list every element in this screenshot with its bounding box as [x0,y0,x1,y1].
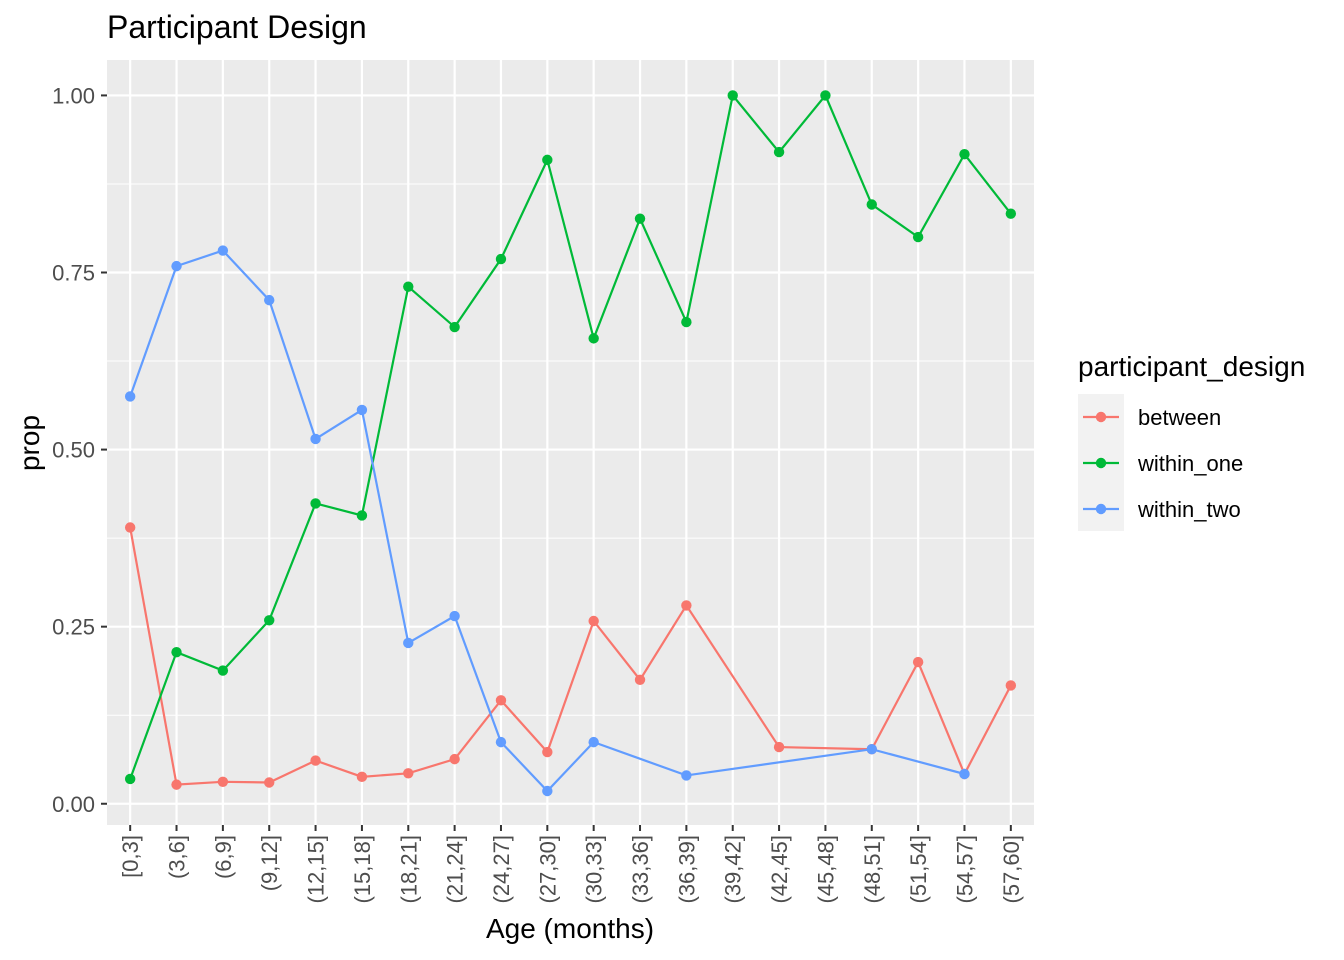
data-point-between [171,779,182,790]
data-point-within_one [588,333,599,344]
data-point-within_one [820,90,831,101]
data-point-within_one [959,149,970,160]
series-layer [124,90,1017,797]
x-tick-label: (27,30] [535,835,560,904]
x-tick-label: (18,21] [396,835,421,904]
data-point-within_one [1005,208,1017,219]
series-line-between [129,527,1012,786]
y-tick-label: 0.25 [52,615,95,640]
data-point-between [681,600,692,611]
y-tick-label: 0.00 [52,792,95,817]
data-point-within_one [495,253,507,265]
data-point-within_one [403,281,414,292]
x-tick-label: (15,18] [350,835,375,904]
data-point-between [449,753,460,765]
data-point-within_one [171,646,182,658]
x-tick-label: (3,6] [165,835,190,879]
legend-key-point [1095,457,1107,469]
series-line-within_two [129,249,965,793]
data-point-between [542,746,553,758]
data-point-within_two [588,736,599,748]
x-tick-label: (51,54] [906,835,931,904]
data-point-within_one [681,316,692,328]
x-tick-label: (57,60] [999,835,1024,904]
data-point-between [588,615,599,627]
legend-title: participant_design [1078,351,1305,382]
x-tick-label: (9,12] [257,835,282,891]
data-point-between [634,674,646,685]
chart-title: Participant Design [107,9,367,45]
legend-label: within_two [1137,497,1241,522]
x-tick-label: (36,39] [674,835,699,904]
data-point-within_one [912,231,924,243]
data-point-between [1005,680,1017,691]
data-point-within_two [264,294,275,306]
y-tick-label: 1.00 [52,83,95,108]
legend-label: within_one [1137,451,1243,476]
data-point-within_two [866,744,877,755]
data-point-within_two [217,245,229,256]
x-tick-label: (24,27] [489,835,514,904]
legend-key-point [1095,411,1107,423]
plot-panel [107,60,1034,825]
data-point-within_one [866,199,877,210]
data-point-within_two [959,768,970,780]
data-point-within_one [449,321,460,333]
data-point-within_one [356,510,368,521]
y-tick-label: 0.50 [52,438,95,463]
x-tick-label: (54,57] [952,835,977,904]
x-tick-label: [0,3] [118,835,143,878]
data-point-within_one [310,498,321,509]
data-point-within_two [171,260,182,272]
data-point-between [773,741,785,753]
data-point-within_two [542,785,553,797]
y-axis-ticks: 0.00 0.25 0.50 0.75 1.00 [52,83,107,817]
data-point-within_two [495,736,507,748]
x-tick-label: (6,9] [211,835,236,879]
data-point-within_two [124,391,136,402]
y-axis-title: prop [14,415,45,471]
data-point-between [310,755,321,766]
data-point-between [403,768,414,779]
legend-label: between [1138,405,1221,430]
series-line-within_one [129,92,1012,780]
legend: participant_design between within_onewith… [1078,351,1305,531]
data-point-between [264,777,275,788]
data-point-within_one [542,154,553,166]
data-point-within_two [310,433,321,445]
data-point-between [124,522,136,533]
x-tick-label: (48,51] [860,835,885,904]
x-tick-label: (42,45] [767,835,792,904]
data-point-between [356,771,368,783]
x-tick-label: (33,36] [628,835,653,904]
data-point-between [912,656,924,668]
x-tick-label: (12,15] [304,835,329,904]
data-point-within_two [449,610,460,622]
data-point-within_one [727,90,738,101]
data-point-within_one [124,773,136,785]
x-tick-label: (30,33] [582,835,607,904]
data-point-within_one [773,146,785,158]
data-point-within_two [356,404,368,416]
data-point-within_one [217,665,229,676]
data-point-within_one [634,213,646,224]
x-tick-label: (21,24] [443,835,468,904]
data-point-within_two [681,770,692,781]
legend-key-point [1095,503,1107,515]
data-point-within_two [403,637,414,649]
x-tick-label: (39,42] [721,835,746,904]
data-point-between [495,695,507,706]
data-point-between [217,776,229,787]
y-tick-label: 0.75 [52,261,95,286]
data-point-within_one [264,615,275,626]
x-axis-title: Age (months) [486,913,654,944]
x-axis-ticks: [0,3] (3,6] (6,9] (9,12] (12,15] (15,18] (18,2… [118,825,1024,904]
x-tick-label: (45,48] [813,835,838,904]
